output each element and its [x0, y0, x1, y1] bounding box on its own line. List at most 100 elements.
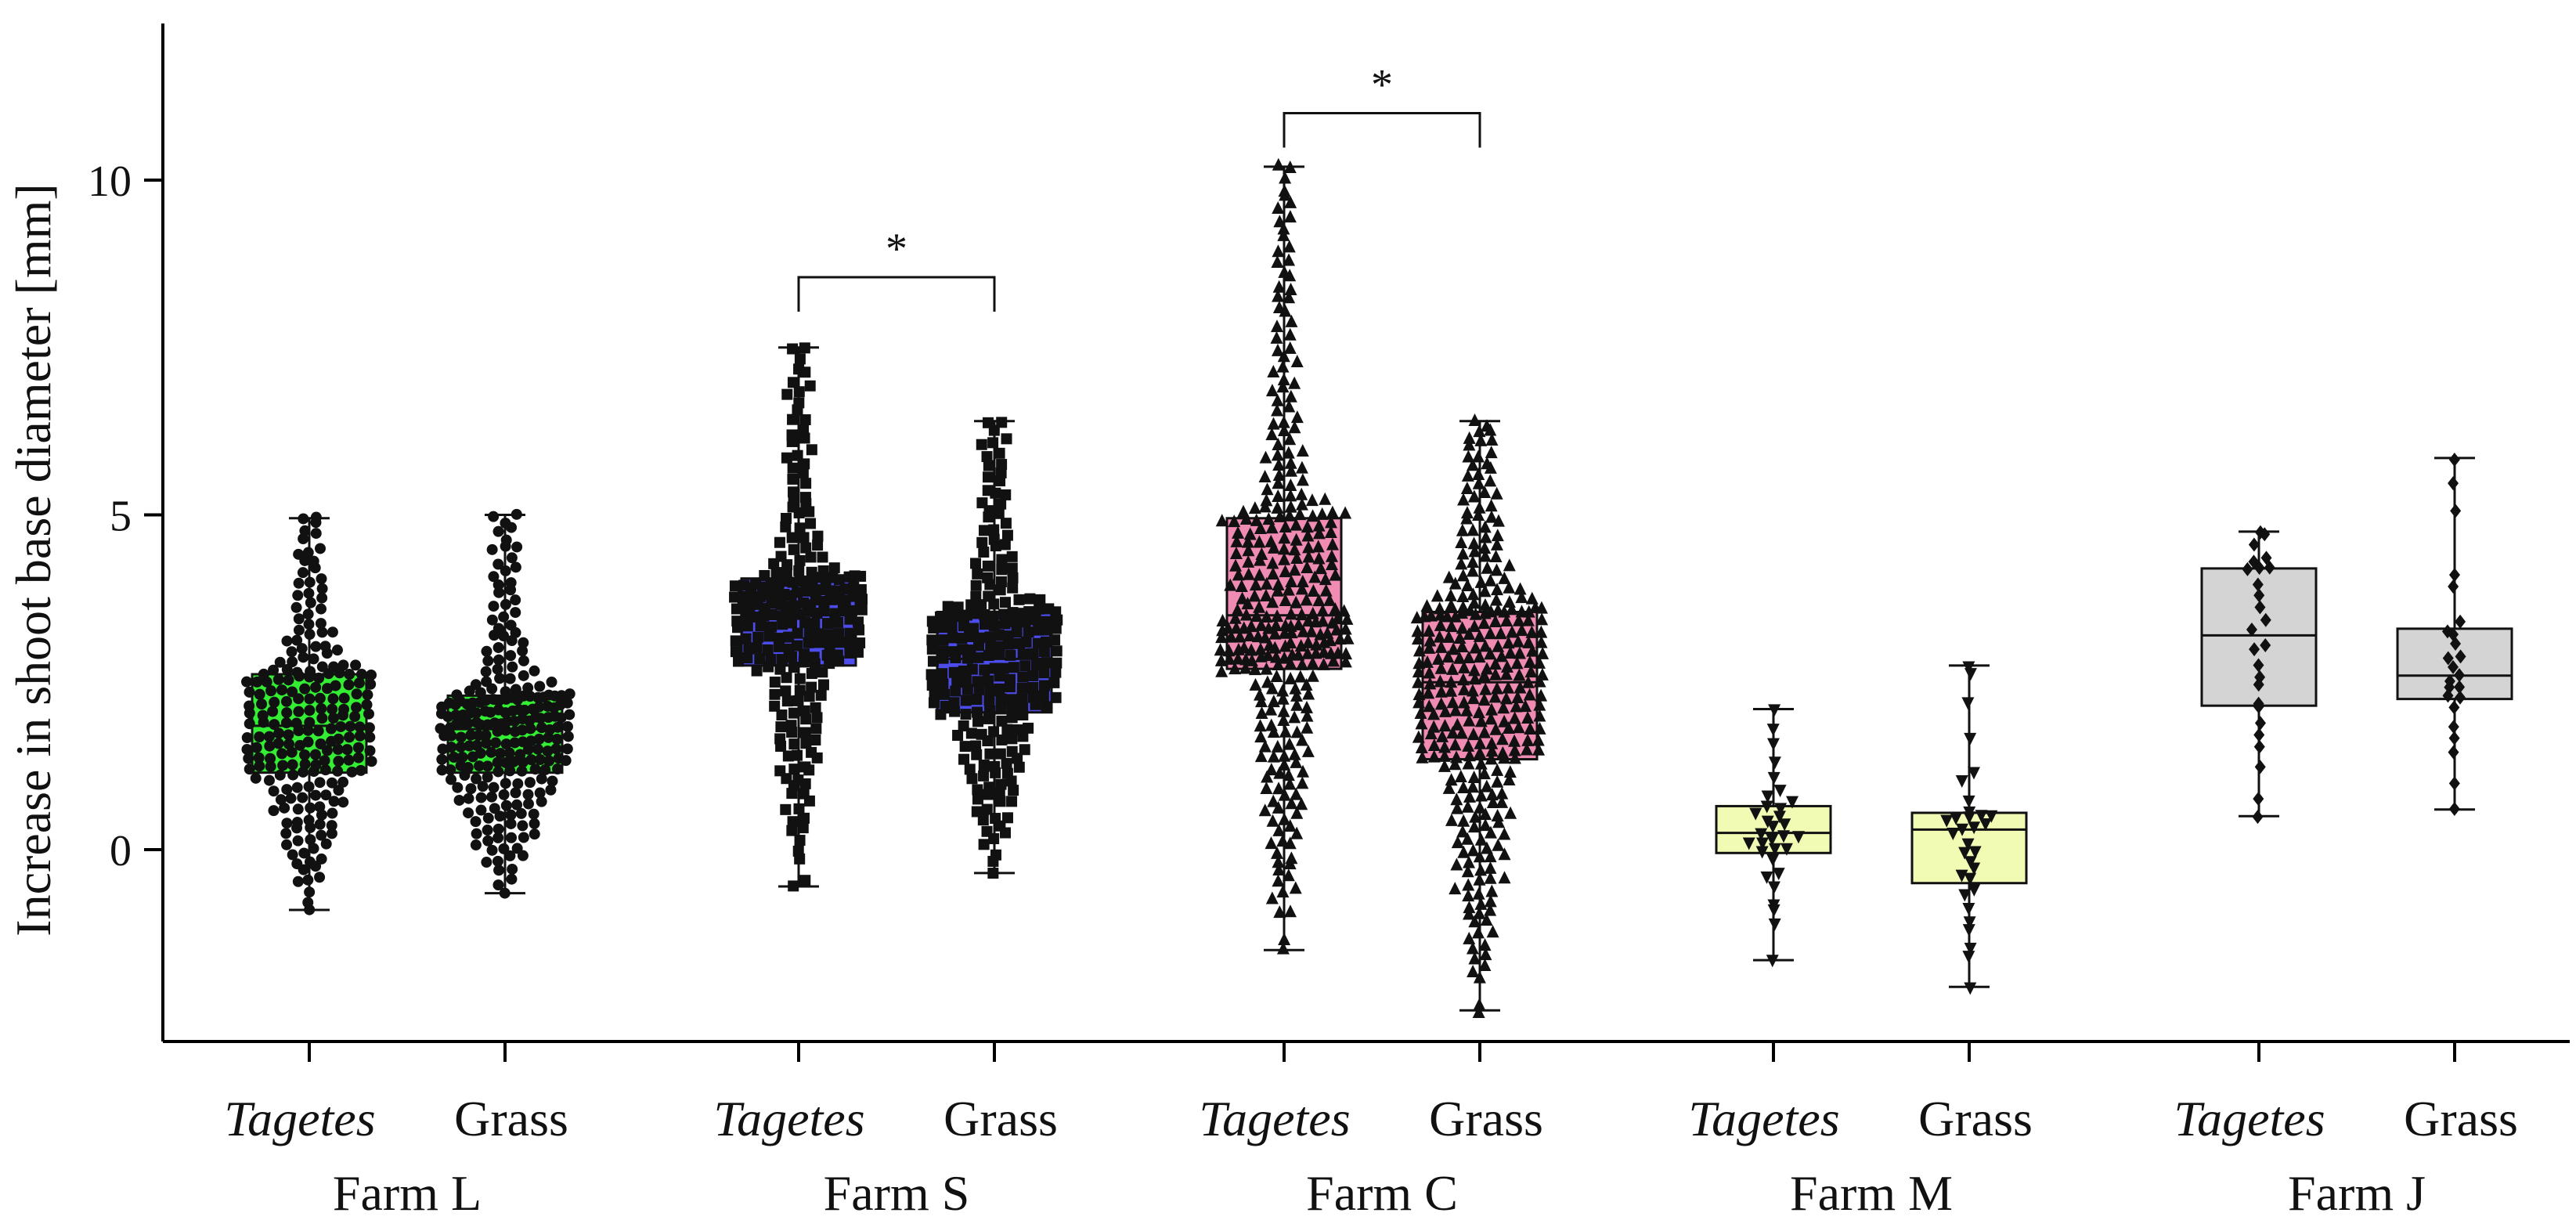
- data-point: [1473, 872, 1486, 886]
- data-point: [1295, 487, 1308, 500]
- data-point: [1008, 785, 1019, 796]
- data-point: [1467, 489, 1481, 503]
- data-point: [1495, 795, 1509, 808]
- data-point: [560, 755, 572, 767]
- data-point: [1271, 739, 1284, 753]
- data-point: [1261, 648, 1275, 662]
- data-point: [977, 814, 989, 826]
- data-point: [800, 478, 812, 489]
- data-point: [492, 855, 503, 867]
- data-point: [1290, 595, 1303, 608]
- data-point: [759, 569, 770, 581]
- data-point: [303, 587, 315, 599]
- data-point: [465, 729, 477, 741]
- data-point: [486, 543, 498, 555]
- data-point: [1276, 359, 1290, 373]
- data-point: [970, 558, 982, 569]
- data-point: [276, 748, 288, 760]
- data-point: [1456, 590, 1470, 603]
- data-point: [1503, 595, 1516, 608]
- data-point: [1276, 885, 1290, 898]
- data-point: [1457, 814, 1470, 827]
- data-point: [788, 486, 799, 498]
- data-point: [983, 471, 994, 483]
- data-point: [1421, 655, 1434, 668]
- data-point: [1955, 774, 1968, 788]
- data-point: [327, 713, 339, 724]
- data-point: [505, 650, 517, 662]
- data-point: [1485, 736, 1499, 749]
- data-point: [1472, 476, 1485, 489]
- data-point: [1248, 662, 1261, 676]
- data-point: [1273, 905, 1286, 919]
- data-point: [533, 733, 545, 745]
- data-point: [1324, 525, 1337, 539]
- data-point: [471, 828, 482, 839]
- data-point: [1479, 682, 1492, 695]
- data-point: [1245, 653, 1258, 666]
- data-point: [253, 752, 265, 764]
- data-point: [783, 631, 795, 643]
- data-point: [995, 467, 1007, 478]
- data-point: [243, 753, 254, 764]
- x-group-label: Farm S: [824, 1165, 970, 1221]
- data-point: [968, 623, 980, 634]
- data-point: [1455, 726, 1468, 739]
- data-point: [1457, 845, 1470, 858]
- data-point: [1278, 265, 1291, 278]
- data-point: [1474, 832, 1488, 846]
- data-point: [794, 522, 806, 534]
- data-point: [287, 656, 298, 668]
- data-point: [1049, 634, 1061, 646]
- data-point: [1301, 635, 1315, 648]
- data-point: [1467, 596, 1481, 609]
- data-point: [1449, 738, 1462, 751]
- data-point: [1486, 925, 1499, 938]
- data-point: [809, 618, 821, 630]
- data-point: [275, 794, 287, 806]
- data-point: [482, 655, 494, 666]
- data-point: [1474, 714, 1488, 727]
- data-point: [2448, 568, 2460, 583]
- data-point: [1013, 594, 1025, 605]
- data-point: [2448, 745, 2459, 760]
- data-point: [1500, 659, 1513, 673]
- y-tick-label: 5: [110, 493, 132, 541]
- data-point: [1277, 228, 1290, 241]
- data-point: [1300, 593, 1313, 606]
- data-point: [1285, 574, 1298, 587]
- data-point: [1215, 514, 1228, 527]
- data-point: [792, 640, 803, 652]
- data-point: [987, 437, 999, 449]
- data-point: [536, 796, 547, 807]
- data-point: [462, 762, 474, 774]
- data-point: [1268, 626, 1282, 640]
- data-point: [1277, 415, 1290, 428]
- data-point: [952, 730, 964, 742]
- data-point: [518, 832, 529, 843]
- data-point: [1467, 663, 1481, 677]
- data-point: [973, 632, 985, 644]
- data-point: [1477, 669, 1491, 682]
- data-point: [1283, 399, 1296, 413]
- data-point: [1284, 636, 1297, 649]
- data-point: [276, 684, 288, 696]
- data-point: [1472, 467, 1485, 481]
- data-point: [1222, 644, 1236, 657]
- data-point: [1271, 393, 1284, 406]
- data-point: [1526, 644, 1539, 657]
- data-point: [327, 807, 338, 819]
- labels: 0 5 10 Increase in shoot base diameter [mm]…: [5, 61, 2518, 1222]
- data-point: [1773, 785, 1787, 798]
- data-point: [775, 721, 787, 733]
- data-point: [1985, 810, 1998, 823]
- data-point: [1302, 540, 1315, 554]
- data-point: [316, 713, 328, 724]
- data-point: [1478, 485, 1492, 498]
- data-point: [1242, 543, 1255, 557]
- data-point: [1756, 837, 1770, 850]
- data-point: [1457, 695, 1470, 709]
- data-point: [534, 754, 546, 766]
- data-point: [996, 564, 1008, 576]
- data-point: [1463, 438, 1476, 451]
